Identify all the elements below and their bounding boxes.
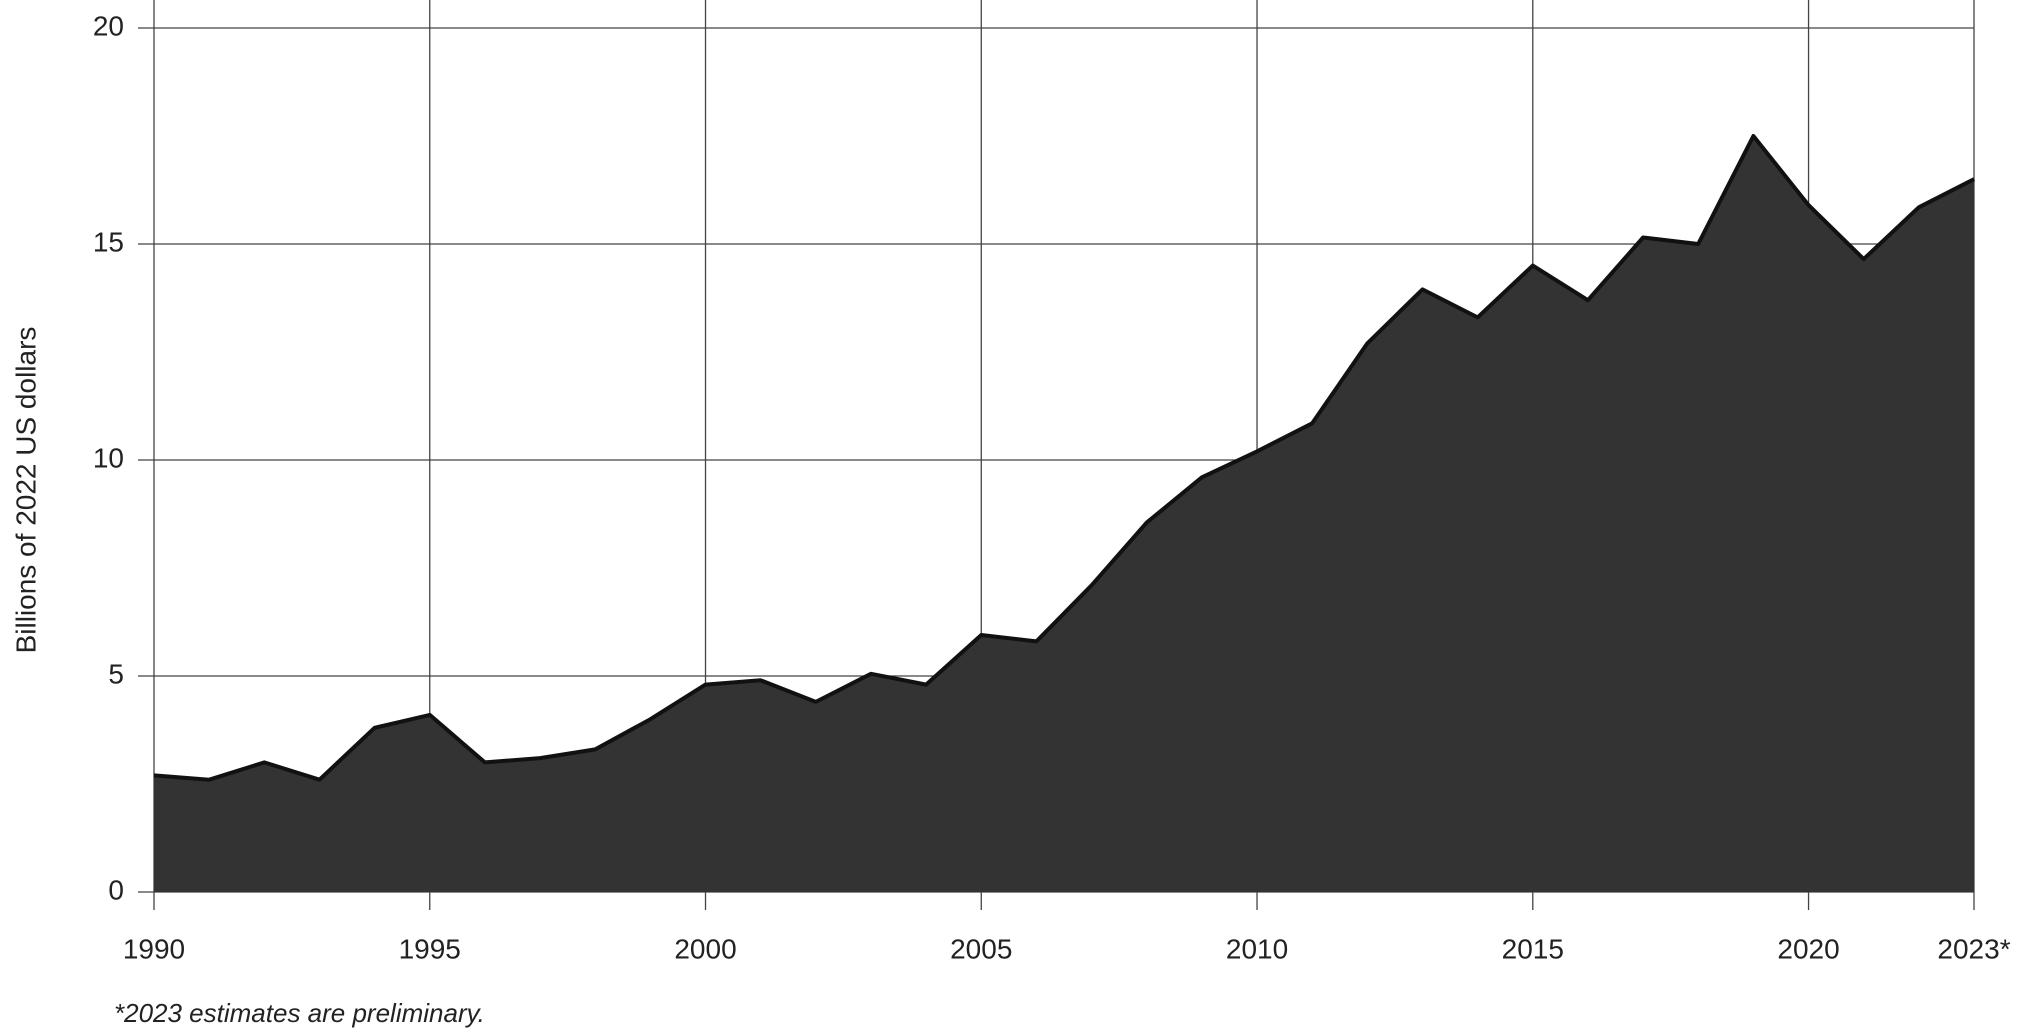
y-tick-label: 20 [93, 10, 124, 41]
y-tick-label: 0 [108, 874, 124, 905]
y-axis-label: Billions of 2022 US dollars [10, 327, 41, 654]
y-tick-label: 5 [108, 658, 124, 689]
x-tick-label: 2005 [950, 933, 1012, 964]
x-tick-label: 1990 [123, 933, 185, 964]
y-tick-label: 15 [93, 226, 124, 257]
x-tick-label: 2000 [674, 933, 736, 964]
x-tick-label: 1995 [399, 933, 461, 964]
x-tick-label: 2023* [1937, 933, 2010, 964]
x-tick-label: 2020 [1777, 933, 1839, 964]
x-tick-label: 2015 [1502, 933, 1564, 964]
area [154, 136, 1974, 892]
x-tick-label: 2010 [1226, 933, 1288, 964]
y-tick-label: 10 [93, 442, 124, 473]
area-outline [153, 134, 1975, 782]
footnote: *2023 estimates are preliminary. [114, 998, 485, 1028]
